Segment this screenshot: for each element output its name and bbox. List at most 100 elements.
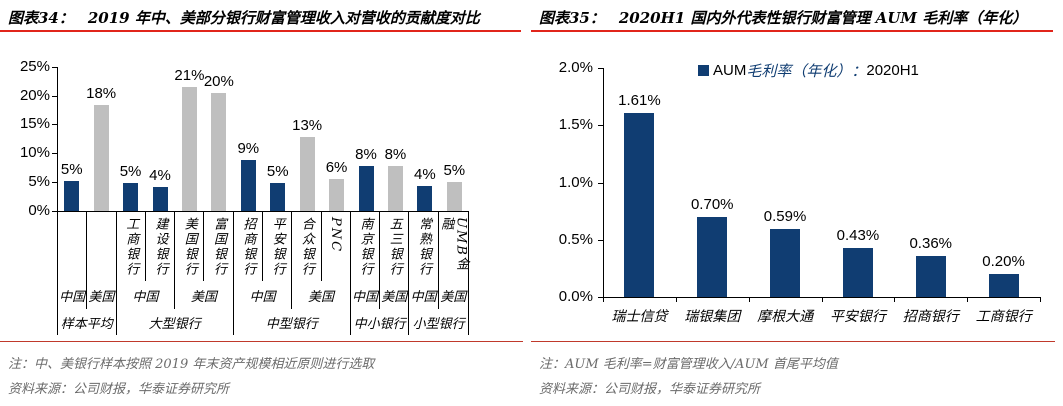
bar-value-label: 0.36% <box>909 234 953 252</box>
y-axis-tick <box>52 182 57 184</box>
bar <box>358 165 374 211</box>
x-axis-tick <box>675 297 677 302</box>
y-axis-label: 15% <box>19 115 50 133</box>
group-label: 小型银行 <box>412 316 465 332</box>
x-axis-label: 瑞银集团 <box>684 309 741 325</box>
bar <box>270 182 286 211</box>
bar <box>93 104 109 211</box>
bar <box>842 247 873 297</box>
y-axis-label: 0.5% <box>558 230 593 248</box>
bank-name-cell: 招商银行 <box>234 211 263 281</box>
bank-name-cell: PNC <box>322 211 351 281</box>
bar-value-label: 6% <box>325 158 348 176</box>
bar-value-label: 18% <box>86 84 117 102</box>
y-axis-label: 1.0% <box>558 173 593 191</box>
figure34-label: 图表34： <box>8 9 74 27</box>
group-label: 中小银行 <box>351 309 410 335</box>
figure35-title-rule <box>531 30 1053 32</box>
country-label: 美国 <box>380 281 410 309</box>
x-axis-tick <box>603 297 604 302</box>
bank-name-label: 招商银行 <box>240 217 256 277</box>
y-axis-tick <box>52 153 57 155</box>
bar-value-label: 8% <box>384 145 407 163</box>
bar-value-label: 5% <box>443 162 466 180</box>
figure35-label: 图表35： <box>539 9 605 27</box>
bank-name-label: 合众银行 <box>298 217 314 277</box>
x-axis-tick <box>1040 297 1041 302</box>
figure35-plot: 0.0% 0.5% 1.0% 1.5% 2.0% AUM 毛利率（年化）： 2020H1 1.6… <box>531 0 1063 406</box>
bar <box>624 112 655 297</box>
bar <box>770 229 801 297</box>
y-axis-tick <box>598 68 603 69</box>
x-axis-label: 工商银行 <box>975 309 1032 325</box>
bar-value-label: 0.70% <box>690 195 734 213</box>
x-axis-tick <box>894 297 896 302</box>
group-label: 中型银行 <box>234 309 351 335</box>
y-axis-tick <box>52 124 57 126</box>
bank-name-label: 五三银行 <box>386 217 402 277</box>
y-axis-line <box>57 66 58 211</box>
bank-name-label: UMB金融 <box>438 217 469 272</box>
figure34-title: 图表34： 2019 年中、美部分银行财富管理收入对营收的贡献度对比 <box>8 6 525 30</box>
bank-name-cell: 常熟银行 <box>409 211 439 281</box>
country-label: 美国 <box>440 289 467 305</box>
bar-value-label: 4% <box>149 166 171 184</box>
bar <box>211 93 227 211</box>
bar <box>915 255 946 297</box>
bank-name-cell: 合众银行 <box>292 211 322 281</box>
country-label: 美国 <box>175 281 234 309</box>
group-row: 样本平均 大型银行 中型银行 中小银行 小型银行 <box>58 309 468 335</box>
bar-value-label: 8% <box>355 145 377 163</box>
legend: AUM 毛利率（年化）： 2020H1 <box>698 60 919 81</box>
figure35-title: 图表35： 2020H1 国内外代表性银行财富管理 AUM 毛利率（年化） <box>539 6 1057 30</box>
x-axis-line <box>57 211 469 212</box>
figure34-note: 注：中、美银行样本按照 2019 年末资产规模相近原则进行选取 <box>8 357 375 372</box>
bank-name-cell <box>87 211 117 281</box>
figure35-panel: 图表35： 2020H1 国内外代表性银行财富管理 AUM 毛利率（年化） 0.0… <box>531 0 1063 406</box>
bar <box>299 136 315 211</box>
figure35-source: 资料来源：公司财报，华泰证券研究所 <box>539 382 761 397</box>
y-axis-tick <box>598 297 603 298</box>
figure35-separator-rule <box>531 341 1055 342</box>
country-label: 中国 <box>409 281 439 309</box>
country-label: 中国 <box>234 281 293 309</box>
bar-value-label: 5% <box>266 162 289 180</box>
bar <box>152 186 168 211</box>
bar-value-label: 4% <box>414 165 436 183</box>
figure34-plot: 0% 5% 10% 15% 20% 25% 5% 18% 5% 4% 21% 20% 9% 5% 13% 6%… <box>0 0 531 406</box>
bar <box>64 180 80 211</box>
y-axis-tick <box>598 182 603 184</box>
y-axis-tick <box>52 211 57 212</box>
x-axis-label: 瑞士信贷 <box>611 309 668 325</box>
y-axis-tick <box>598 239 603 241</box>
x-axis-label: 平安银行 <box>829 309 886 325</box>
bank-name-cell: 五三银行 <box>380 211 410 281</box>
figure34-title-rule <box>0 30 521 32</box>
figure35-note: 注：AUM 毛利率=财富管理收入/AUM 首尾平均值 <box>539 357 838 372</box>
bank-name-cell: 建设银行 <box>146 211 176 281</box>
x-axis-label: 摩根大通 <box>757 309 814 325</box>
y-axis-tick <box>598 125 603 127</box>
figure34-source: 资料来源：公司财报，华泰证券研究所 <box>8 382 230 397</box>
y-axis-label: 0.0% <box>558 288 593 305</box>
bank-name-label: 富国银行 <box>211 217 227 277</box>
country-label: 美国 <box>87 281 117 309</box>
bank-name-label: PNC <box>328 217 344 254</box>
bank-name-label: 平安银行 <box>269 217 285 277</box>
bar-value-label: 20% <box>203 73 234 91</box>
bank-name-cell: 工商银行 <box>117 211 146 281</box>
legend-text: 毛利率（年化）： <box>746 62 867 80</box>
y-axis-label: 25% <box>19 57 50 75</box>
bank-name-label: 南京银行 <box>357 217 373 277</box>
bank-name-cell: 平安银行 <box>263 211 293 281</box>
figure35-title-text: 2020H1 国内外代表性银行财富管理 AUM 毛利率（年化） <box>618 9 1028 27</box>
country-row: 中国 美国 中国 美国 中国 美国 中国 美国 中国 美国 <box>58 281 468 309</box>
bar-value-label: 9% <box>237 139 260 157</box>
bar <box>387 165 403 211</box>
bar-value-label: 0.59% <box>763 208 807 226</box>
y-axis-label: 1.5% <box>558 116 593 134</box>
legend-swatch <box>698 65 709 76</box>
x-axis-tick <box>821 297 823 302</box>
x-axis-label: 招商银行 <box>902 309 959 325</box>
legend-text: 2020H1 <box>866 62 919 79</box>
